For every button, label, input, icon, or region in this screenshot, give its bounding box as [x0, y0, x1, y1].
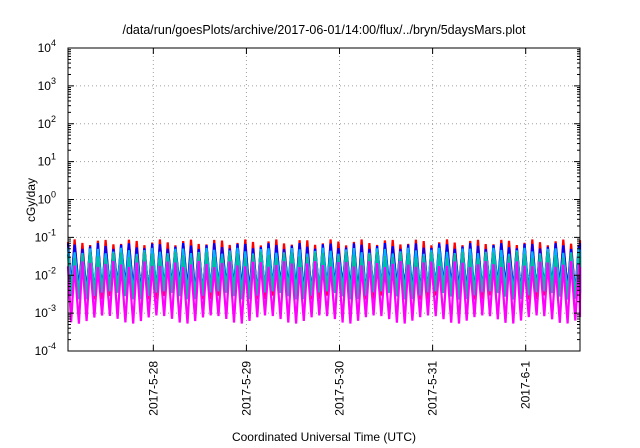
y-tick-exponent: 1	[51, 152, 56, 162]
y-tick-label: 10-4	[35, 341, 56, 358]
series-line	[66, 261, 582, 324]
series-line	[66, 251, 582, 300]
y-tick-base: 10	[38, 117, 52, 131]
y-tick-base: 10	[38, 155, 52, 169]
x-tick-label: 2017-5-28	[146, 361, 160, 416]
y-tick-exponent: -3	[48, 303, 56, 313]
chart-title: /data/run/goesPlots/archive/2017-06-01/1…	[122, 23, 526, 37]
y-tick-label: 102	[38, 114, 56, 131]
y-tick-base: 10	[38, 193, 52, 207]
y-tick-label: 103	[38, 76, 56, 93]
x-axis-label: Coordinated Universal Time (UTC)	[232, 430, 416, 444]
y-tick-label: 104	[38, 38, 56, 55]
x-axis: 2017-5-28 2017-5-29 2017-5-30 2017-5-31 2017…	[146, 48, 533, 416]
y-tick-base: 10	[38, 79, 52, 93]
y-tick-label: 10-2	[35, 265, 56, 282]
y-tick-label: 101	[38, 152, 56, 169]
y-tick-base: 10	[35, 344, 49, 358]
y-tick-exponent: -4	[48, 341, 56, 351]
x-tick-label: 2017-5-31	[426, 361, 440, 416]
x-tick-label: 2017-5-29	[239, 361, 253, 416]
y-tick-label: 100	[38, 190, 56, 207]
y-tick-base: 10	[35, 230, 49, 244]
y-tick-exponent: 4	[51, 38, 56, 48]
y-tick-exponent: 0	[51, 190, 56, 200]
y-tick-base: 10	[35, 268, 49, 282]
y-tick-exponent: -1	[48, 227, 56, 237]
y-tick-base: 10	[35, 306, 49, 320]
y-tick-label: 10-1	[35, 227, 56, 244]
y-tick-exponent: 3	[51, 76, 56, 86]
y-tick-label: 10-3	[35, 303, 56, 320]
data-series	[66, 239, 582, 324]
y-tick-exponent: 2	[51, 114, 56, 124]
x-tick-label: 2017-6-1	[519, 361, 533, 409]
x-tick-label: 2017-5-30	[333, 361, 347, 416]
y-tick-exponent: -2	[48, 265, 56, 275]
y-axis-label: cGy/day	[24, 178, 38, 222]
y-tick-base: 10	[38, 41, 52, 55]
